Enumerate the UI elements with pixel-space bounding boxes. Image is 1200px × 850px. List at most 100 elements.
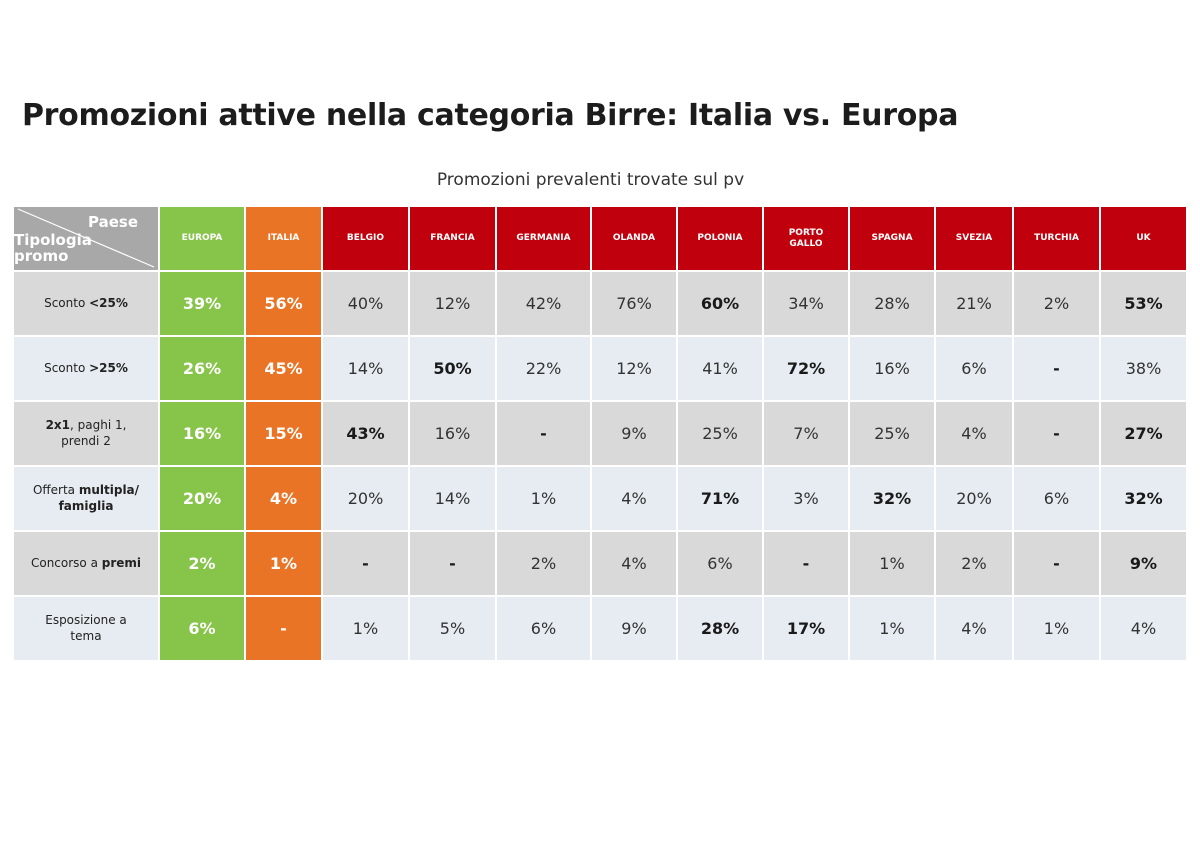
table-cell-uk: 4% [1101,595,1188,660]
table-cell-spagna: 1% [850,595,936,660]
table-cell-turchia: 6% [1014,465,1101,530]
row-label-part: >25% [89,360,128,375]
table-cell-belgio: 40% [323,270,410,335]
table-cell-europa: 20% [160,465,246,530]
table-corner-header: Paese Tipologia promo [14,207,160,270]
table-cell-italia: 1% [246,530,323,595]
table-cell-olanda: 4% [592,530,678,595]
column-header-olanda: OLANDA [592,207,678,270]
column-header-belgio: BELGIO [323,207,410,270]
table-cell-italia: - [246,595,323,660]
table-cell-svezia: 20% [936,465,1014,530]
table-cell-uk: 32% [1101,465,1188,530]
table-row: Concorso a premi 2% 1% - -2% 4% 6% -1% 2% -9% [14,530,1188,595]
row-label-part: Sconto [44,360,90,375]
row-label-part: multipla/famiglia [58,482,140,513]
table-cell-polonia: 71% [678,465,764,530]
row-label: Offerta multipla/famiglia [14,465,160,530]
table-row: Sconto >25% 26% 45% 14% 50% 22% 12% 41% 72% 16% 6%… [14,335,1188,400]
corner-row-label: Tipologia promo [14,231,92,265]
table-cell-germania: 42% [497,270,592,335]
table-cell-spagna: 16% [850,335,936,400]
table-cell-francia: 14% [410,465,497,530]
table-cell-uk: 38% [1101,335,1188,400]
table-cell-germania: 22% [497,335,592,400]
table-cell-porto-gallo: 7% [764,400,850,465]
row-label: Sconto <25% [14,270,160,335]
table-cell-belgio: 14% [323,335,410,400]
table-subtitle: Promozioni prevalenti trovate sul pv [436,170,745,190]
table-cell-turchia: 1% [1014,595,1101,660]
row-label-part: premi [101,555,142,570]
table-cell-europa: 16% [160,400,246,465]
table-cell-olanda: 4% [592,465,678,530]
row-label: Concorso a premi [14,530,160,595]
table-cell-olanda: 9% [592,400,678,465]
table-cell-olanda: 76% [592,270,678,335]
table-cell-francia: 12% [410,270,497,335]
table-cell-porto-gallo: 34% [764,270,850,335]
table-cell-uk: 9% [1101,530,1188,595]
table-cell-spagna: 25% [850,400,936,465]
table-cell-francia: - [410,530,497,595]
table-cell-spagna: 32% [850,465,936,530]
table-cell-italia: 45% [246,335,323,400]
table-row: Sconto <25% 39% 56% 40% 12% 42% 76% 60% 34% 28% 21… [14,270,1188,335]
promo-table: Paese Tipologia promo EUROPA ITALIA BELGIO… [14,207,1188,660]
column-header-francia: FRANCIA [410,207,497,270]
table-row: Offerta multipla/famiglia 20% 4% 20% 14% 1% 4%… [14,465,1188,530]
table-cell-francia: 16% [410,400,497,465]
table-cell-francia: 50% [410,335,497,400]
column-header-germania: GERMANIA [497,207,592,270]
table-cell-belgio: 43% [323,400,410,465]
row-label: 2x1, paghi 1, prendi 2 [14,400,160,465]
table-cell-turchia: 2% [1014,270,1101,335]
table-cell-germania: 2% [497,530,592,595]
table-cell-turchia: - [1014,400,1101,465]
row-label: Sconto >25% [14,335,160,400]
table-cell-germania: 1% [497,465,592,530]
corner-diagonal [17,208,155,268]
table-cell-italia: 56% [246,270,323,335]
table-cell-porto-gallo: 3% [764,465,850,530]
table-cell-porto-gallo: 17% [764,595,850,660]
table-cell-europa: 26% [160,335,246,400]
column-header-turchia: TURCHIA [1014,207,1101,270]
table-cell-turchia: - [1014,335,1101,400]
corner-row-label-2: promo [14,246,69,265]
table-cell-svezia: 21% [936,270,1014,335]
table-cell-turchia: - [1014,530,1101,595]
table-cell-europa: 6% [160,595,246,660]
table-cell-olanda: 9% [592,595,678,660]
table-cell-polonia: 41% [678,335,764,400]
table-cell-europa: 2% [160,530,246,595]
table-cell-uk: 27% [1101,400,1188,465]
table-cell-europa: 39% [160,270,246,335]
column-header-svezia: SVEZIA [936,207,1014,270]
table-cell-porto-gallo: - [764,530,850,595]
table-cell-svezia: 4% [936,595,1014,660]
table-cell-belgio: - [323,530,410,595]
table-cell-spagna: 28% [850,270,936,335]
table-cell-belgio: 20% [323,465,410,530]
table-cell-polonia: 6% [678,530,764,595]
column-header-polonia: POLONIA [678,207,764,270]
row-label-part: Offerta [32,482,79,497]
table-cell-svezia: 4% [936,400,1014,465]
corner-row-label-1: Tipologia [14,231,92,249]
row-label-part: <25% [89,295,128,310]
column-header-europa: EUROPA [160,207,246,270]
row-label-part: Sconto [44,295,90,310]
table-cell-germania: 6% [497,595,592,660]
table-row: 2x1, paghi 1, prendi 2 16% 15% 43% 16% -9% 25% 7… [14,400,1188,465]
row-label-part: , paghi 1, prendi 2 [61,417,127,448]
table-cell-italia: 15% [246,400,323,465]
table-cell-italia: 4% [246,465,323,530]
column-header-italia: ITALIA [246,207,323,270]
row-label-part: Esposizione a tema [45,612,127,643]
table-cell-francia: 5% [410,595,497,660]
table-cell-belgio: 1% [323,595,410,660]
table-cell-svezia: 2% [936,530,1014,595]
row-label-part: 2x1 [45,417,71,432]
table-cell-porto-gallo: 72% [764,335,850,400]
